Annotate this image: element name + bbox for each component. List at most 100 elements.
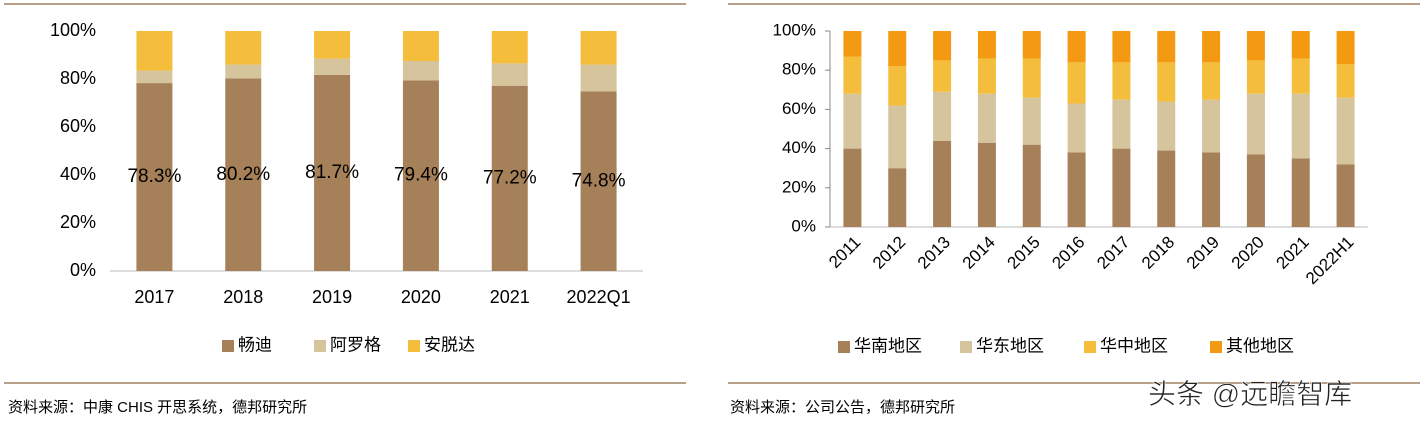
bar-segment (977, 31, 996, 59)
bar-segment (225, 31, 262, 65)
bar-segment (888, 31, 907, 67)
y-tick-label: 60% (60, 116, 96, 136)
bar-segment (136, 31, 173, 71)
bar-segment (491, 63, 528, 86)
bar-segment (933, 31, 952, 61)
legend-swatch (314, 340, 326, 352)
bar-segment (1202, 152, 1221, 227)
x-tick-label: 2018 (1138, 233, 1178, 273)
bar-segment (977, 93, 996, 143)
bar-segment (136, 83, 173, 271)
bar-segment (1202, 31, 1221, 63)
bar-segment (843, 31, 862, 57)
bar-segment (1202, 62, 1221, 100)
bar-segment (977, 142, 996, 227)
bar-segment (1291, 31, 1310, 59)
bar-segment (888, 66, 907, 106)
bar-segment (1336, 97, 1355, 165)
bar-segment (1291, 93, 1310, 159)
bar-segment (314, 31, 351, 59)
y-tick-label: 0% (791, 216, 816, 235)
x-tick-label: 2020 (401, 287, 441, 307)
bar-segment (1022, 97, 1041, 145)
legend-swatch (960, 341, 972, 353)
bar-segment (1202, 99, 1221, 153)
legend-label: 华东地区 (976, 336, 1044, 355)
bar-segment (843, 148, 862, 227)
bar-segment (1291, 58, 1310, 94)
y-tick-label: 80% (782, 60, 816, 79)
bar-segment (1246, 154, 1265, 227)
bar-segment (314, 74, 351, 271)
bar-segment (1336, 164, 1355, 227)
legend-label: 华中地区 (1100, 336, 1168, 355)
x-tick-label: 2011 (825, 233, 864, 272)
bar-segment (580, 91, 617, 271)
y-tick-label: 100% (773, 20, 816, 39)
bar-segment (1112, 62, 1131, 100)
data-label: 79.4% (394, 165, 448, 186)
legend-label: 其他地区 (1226, 336, 1294, 355)
legend-swatch (1084, 341, 1096, 353)
bar-segment (1291, 158, 1310, 227)
legend-swatch (1210, 341, 1222, 353)
x-tick-label: 2022H1 (1302, 233, 1358, 289)
data-label: 74.8% (572, 170, 626, 191)
bar-segment (933, 91, 952, 141)
legend-swatch (408, 340, 420, 352)
bar-segment (1157, 31, 1176, 63)
y-tick-label: 60% (782, 99, 816, 118)
bar-segment (1336, 31, 1355, 65)
x-tick-label: 2021 (1273, 233, 1313, 273)
source: 资料来源：中康 CHIS 开思系统，德邦研究所 (8, 398, 307, 416)
bar-segment (402, 80, 439, 271)
bar-segment (888, 168, 907, 227)
y-tick-label: 100% (50, 20, 96, 40)
source: 资料来源：公司公告，德邦研究所 (730, 398, 955, 416)
bar-segment (1336, 64, 1355, 98)
x-tick-label: 2013 (914, 233, 954, 273)
bar-segment (1246, 93, 1265, 155)
bar-segment (843, 93, 862, 149)
bar-segment (1022, 144, 1041, 227)
x-tick-label: 2015 (1004, 233, 1044, 273)
bar-segment (402, 61, 439, 81)
bar-segment (314, 58, 351, 75)
bar-segment (1112, 31, 1131, 63)
x-tick-label: 2017 (134, 287, 174, 307)
data-label: 80.2% (216, 164, 270, 185)
bar-segment (1067, 103, 1086, 153)
bar-segment (843, 56, 862, 94)
x-tick-label: 2019 (1183, 233, 1223, 273)
x-tick-label: 2022Q1 (567, 287, 631, 307)
bar-segment (1157, 101, 1176, 151)
y-tick-label: 40% (60, 164, 96, 184)
y-tick-label: 20% (782, 177, 816, 196)
legend-label: 畅迪 (238, 335, 272, 354)
data-label: 78.3% (127, 166, 181, 187)
x-tick-label: 2021 (490, 287, 530, 307)
bar-segment (1157, 150, 1176, 227)
watermark: 头条 @远瞻智库 (1148, 378, 1352, 409)
bar-segment (1022, 58, 1041, 98)
bar-segment (136, 70, 173, 84)
data-label: 81.7% (305, 162, 359, 183)
x-tick-label: 2020 (1228, 233, 1268, 273)
x-tick-label: 2019 (312, 287, 352, 307)
bar-segment (1246, 60, 1265, 94)
data-label: 77.2% (483, 167, 537, 188)
legend-label: 华南地区 (854, 336, 922, 355)
bar-segment (1112, 99, 1131, 149)
legend-swatch (222, 340, 234, 352)
x-tick-label: 2017 (1093, 233, 1133, 273)
y-tick-label: 80% (60, 68, 96, 88)
bar-segment (1067, 62, 1086, 104)
bar-segment (1067, 31, 1086, 63)
bar-segment (933, 60, 952, 92)
bar-segment (225, 64, 262, 79)
bar-segment (888, 105, 907, 169)
bar-segment (580, 64, 617, 92)
legend-label: 安脱达 (424, 335, 475, 354)
bar-segment (1157, 62, 1176, 102)
